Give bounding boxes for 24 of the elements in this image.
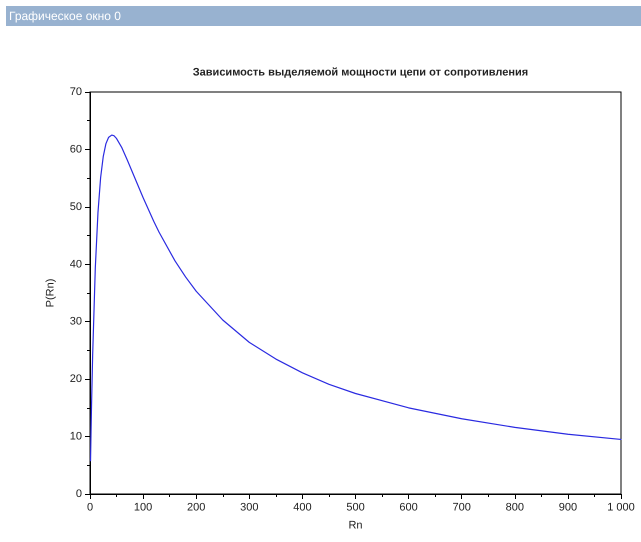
line-series <box>90 134 622 462</box>
x-tick-label: 0 <box>86 502 94 514</box>
x-tick-label: 300 <box>240 502 258 514</box>
x-axis-title: Rn <box>348 520 363 532</box>
y-tick-label: 0 <box>76 488 82 500</box>
x-tick-label: 400 <box>293 502 312 514</box>
y-tick-label: 30 <box>70 316 82 328</box>
text: Графическое окно 0 <box>9 9 121 23</box>
y-tick-label: 20 <box>70 373 82 386</box>
y-tick-label: 40 <box>70 258 82 270</box>
x-tick-label: 800 <box>506 502 524 514</box>
x-tick-label: 1 000 <box>607 502 635 514</box>
x-tick-label: 100 <box>134 502 152 514</box>
x-tick-label: 600 <box>399 502 418 514</box>
y-tick-label: 10 <box>70 430 82 443</box>
x-tick-label: 500 <box>346 502 365 514</box>
x-tick-label: 200 <box>187 502 206 514</box>
y-tick-label: 70 <box>70 86 82 98</box>
y-tick-label: 60 <box>70 143 82 156</box>
chart-title: Зависимость выделяемой мощности цепи от сопротивления <box>192 66 528 78</box>
x-tick-label: 700 <box>452 502 471 514</box>
y-tick-label: 50 <box>70 200 82 213</box>
x-tick-label: 900 <box>558 502 578 514</box>
y-axis-title: P(Rn) <box>44 278 56 308</box>
